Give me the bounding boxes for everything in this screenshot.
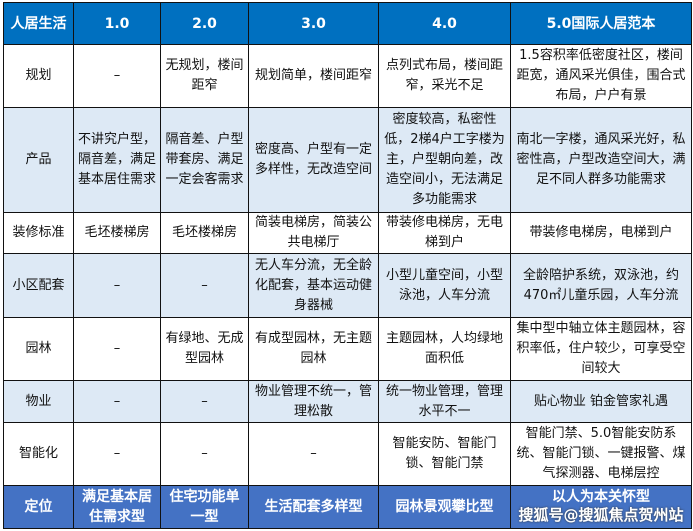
footer-cell: 生活配套多样型 [248, 485, 379, 529]
table-row: 装修标准 毛坯楼梯房 毛坯楼梯房 简装电梯房，简装公共电梯厅 带装修电梯房，无电… [3, 212, 692, 254]
cell: 智能安防、智能门锁、智能门禁 [378, 422, 511, 486]
row-label: 产品 [3, 107, 74, 213]
row-label: 物业 [3, 380, 74, 423]
cell: 南北一字楼，通风采光好，私密性高，户型改造空间大，满足不同人群多功能需求 [510, 107, 692, 213]
header-cell: 2.0 [160, 2, 249, 45]
cell: – [73, 380, 161, 423]
watermark: 搜狐号@搜狐焦点贺州站 [518, 506, 684, 524]
positioning-row: 定位 满足基本居住需求型 住宅功能单一型 生活配套多样型 园林景观攀比型 以人为… [3, 485, 692, 529]
cell: 主题园林，人均绿地面积低 [378, 317, 511, 381]
header-cell: 3.0 [248, 2, 379, 45]
cell: 无人车分流，无全龄化配套，基本运动健身器械 [248, 253, 379, 318]
cell: 毛坯楼梯房 [160, 212, 249, 254]
cell: – [73, 317, 161, 381]
cell: 统一物业管理，管理水平不一 [378, 380, 511, 423]
header-cell: 1.0 [73, 2, 161, 45]
cell: 密度较高，私密性低，2梯4户工字楼为主，户型朝向差，改造空间小，无法满足多功能需… [378, 107, 511, 213]
cell: – [160, 380, 249, 423]
cell: – [160, 253, 249, 318]
cell: 简装电梯房，简装公共电梯厅 [248, 212, 379, 254]
header-cell: 5.0国际人居范本 [510, 2, 692, 45]
table-row: 产品 不讲究户型，隔音差，满足基本居住需求 隔音差、户型带套房、满足一定会客需求… [3, 107, 692, 213]
footer-cell: 满足基本居住需求型 [73, 485, 161, 529]
table-row: 规划 – 无规划，楼间距窄 规划简单，楼间距窄 点列式布局，楼间距窄，采光不足 … [3, 44, 692, 108]
cell: 物业管理不统一，管理松散 [248, 380, 379, 423]
cell: 集中型中轴立体主题园林，容积率低，住户较少，可享受空间较大 [510, 317, 692, 381]
cell: – [160, 422, 249, 486]
cell: 隔音差、户型带套房、满足一定会客需求 [160, 107, 249, 213]
footer-cell: 定位 [3, 485, 74, 529]
cell: 全龄陪护系统，双泳池，约470㎡儿童乐园，人车分流 [510, 253, 692, 318]
table-row: 小区配套 – – 无人车分流，无全龄化配套，基本运动健身器械 小型儿童空间，小型… [3, 253, 692, 318]
cell: 无规划，楼间距窄 [160, 44, 249, 108]
cell: – [73, 422, 161, 486]
row-label: 装修标准 [3, 212, 74, 254]
cell: – [73, 44, 161, 108]
cell: 密度高、户型有一定多样性，无改造空间 [248, 107, 379, 213]
header-row: 人居生活 1.0 2.0 3.0 4.0 5.0国际人居范本 [3, 2, 692, 45]
cell: 规划简单，楼间距窄 [248, 44, 379, 108]
cell: 毛坯楼梯房 [73, 212, 161, 254]
footer-cell-with-watermark: 以人为本关怀型 搜狐号@搜狐焦点贺州站 [510, 485, 692, 529]
table-row: 园林 – 有绿地、无成型园林 有成型园林，无主题园林 主题园林，人均绿地面积低 … [3, 317, 692, 381]
cell: 智能门禁、5.0智能安防系统、智能门锁、一键报警、煤气探测器、电梯层控 [510, 422, 692, 486]
cell: 点列式布局，楼间距窄，采光不足 [378, 44, 511, 108]
header-cell: 人居生活 [3, 2, 74, 45]
table-row: 智能化 – – – 智能安防、智能门锁、智能门禁 智能门禁、5.0智能安防系统、… [3, 422, 692, 486]
cell: 贴心物业 铂金管家礼遇 [510, 380, 692, 423]
cell: 不讲究户型，隔音差，满足基本居住需求 [73, 107, 161, 213]
footer-cell: 住宅功能单一型 [160, 485, 249, 529]
cell: 有绿地、无成型园林 [160, 317, 249, 381]
footer-cell: 园林景观攀比型 [378, 485, 511, 529]
table-row: 物业 – – 物业管理不统一，管理松散 统一物业管理，管理水平不一 贴心物业 铂… [3, 380, 692, 423]
footer-cell-text: 以人为本关怀型 [552, 489, 650, 505]
cell: – [73, 253, 161, 318]
cell: 带装修电梯房，电梯到户 [510, 212, 692, 254]
cell: 有成型园林，无主题园林 [248, 317, 379, 381]
row-label: 规划 [3, 44, 74, 108]
row-label: 园林 [3, 317, 74, 381]
cell: 小型儿童空间，小型泳池，人车分流 [378, 253, 511, 318]
cell: – [248, 422, 379, 486]
header-cell: 4.0 [378, 2, 511, 45]
residential-evolution-table: 人居生活 1.0 2.0 3.0 4.0 5.0国际人居范本 规划 – 无规划，… [3, 2, 692, 529]
row-label: 小区配套 [3, 253, 74, 318]
row-label: 智能化 [3, 422, 74, 486]
cell: 1.5容积率低密度社区，楼间距宽，通风采光俱佳，围合式布局，户户有景 [510, 44, 692, 108]
cell: 带装修电梯房，无电梯到户 [378, 212, 511, 254]
